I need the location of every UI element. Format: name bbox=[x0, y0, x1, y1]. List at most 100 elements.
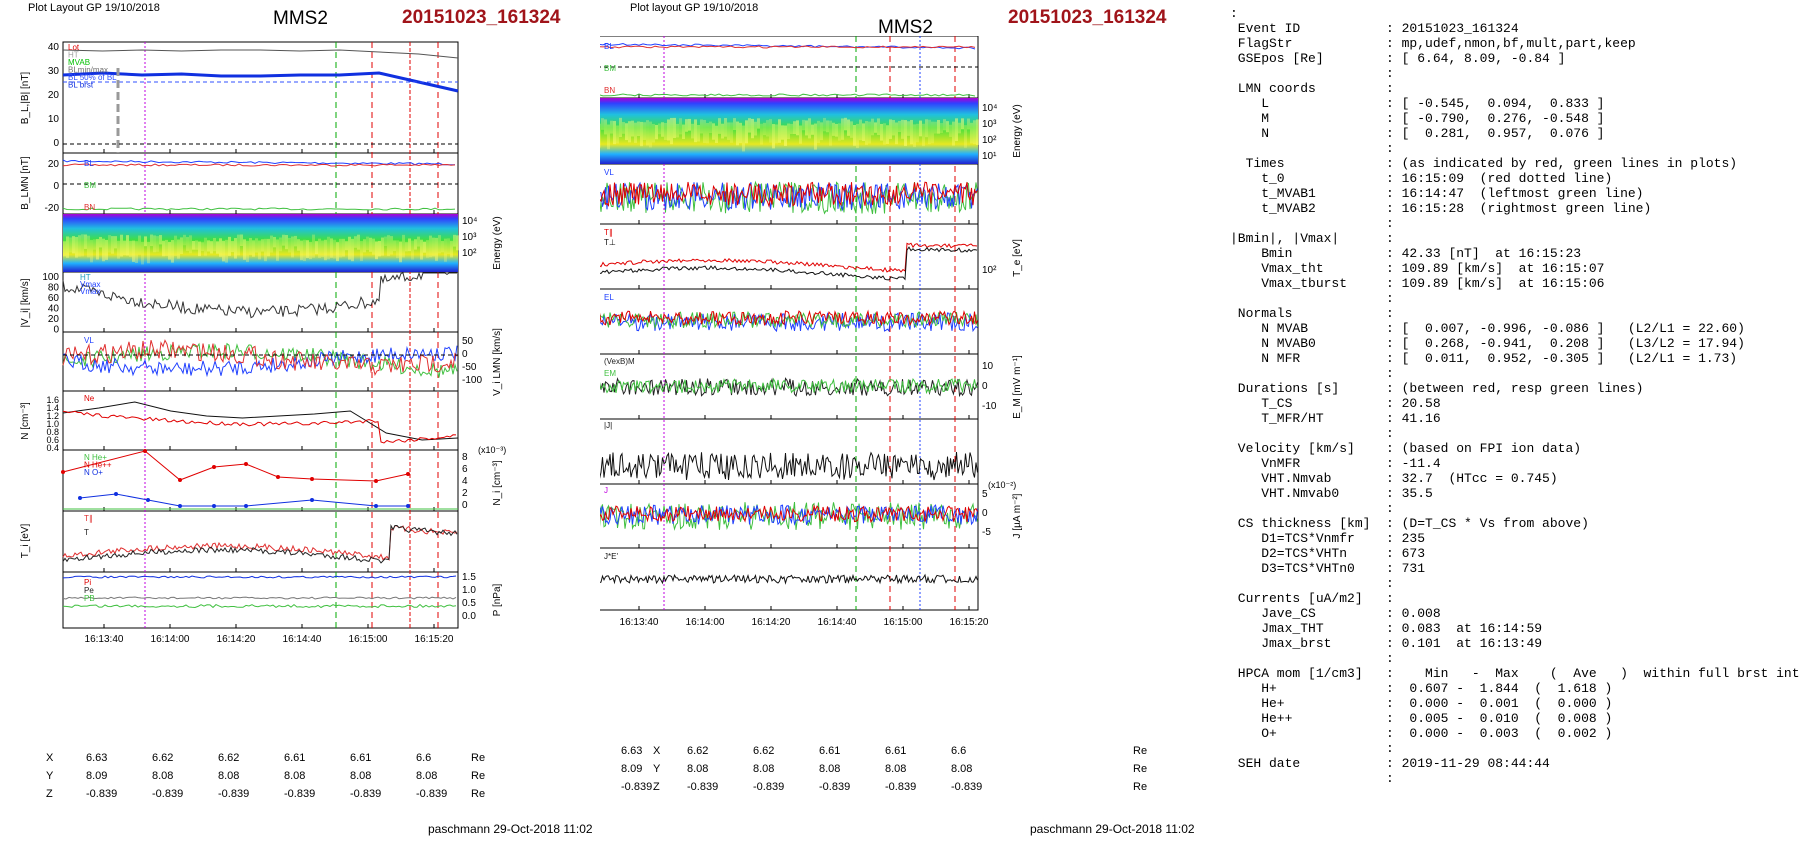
left-p1-legend-item: BL 50% of BL bbox=[68, 73, 117, 82]
mid-p2-spectrogram-cell bbox=[676, 123, 679, 138]
mid-p2-spectrogram-cell bbox=[814, 123, 817, 150]
left-p3-spectrogram-cell bbox=[240, 234, 243, 247]
mid-coord-value: -0.839 bbox=[687, 781, 719, 793]
left-p2-ytick: 0 bbox=[53, 181, 59, 192]
mid-coord-value: 8.08 bbox=[687, 763, 709, 775]
mid-p2-spectrogram-cell bbox=[946, 121, 949, 133]
mid-p2-spectrogram-cell bbox=[868, 121, 871, 144]
left-p3-spectrogram-cell bbox=[231, 241, 234, 253]
left-p3-spectrogram-cell bbox=[447, 238, 450, 255]
summary-key: T_CS bbox=[1230, 396, 1387, 411]
summary-key bbox=[1230, 771, 1386, 786]
mid-p2-spectrogram-cell bbox=[733, 118, 736, 131]
left-p9-pe-line bbox=[62, 596, 457, 600]
left-p3-spectrogram-cell bbox=[243, 239, 246, 260]
summary-value: : bbox=[1386, 591, 1394, 606]
mid-p2-spectrogram-cell bbox=[778, 119, 781, 143]
mid-p8-scale-note: (x10⁻²) bbox=[988, 480, 1016, 490]
left-p1-ytick: 10 bbox=[48, 114, 60, 125]
left-p1-legend-item: Lot bbox=[68, 43, 80, 52]
mid-p2-spectrogram-cell bbox=[781, 125, 784, 140]
left-p7-oplus-point bbox=[114, 492, 118, 496]
left-coord-value: 6.61 bbox=[350, 752, 372, 764]
mid-p2-spectrogram-cell bbox=[649, 121, 652, 148]
mid-p2-spectrogram-cell bbox=[937, 119, 940, 134]
summary-value: : bbox=[1386, 366, 1394, 381]
left-p3-spectrogram-cell bbox=[369, 237, 372, 252]
left-p7-heplusplus-point bbox=[143, 449, 147, 453]
summary-value: : 109.89 [km/s] at 16:15:06 bbox=[1386, 276, 1605, 291]
summary-line: Jmax_brst : 0.101 at 16:13:49 bbox=[1230, 636, 1542, 651]
summary-value: : bbox=[1386, 576, 1394, 591]
summary-key: Velocity [km/s] bbox=[1230, 441, 1387, 456]
left-p6-ni-line bbox=[62, 401, 459, 441]
left-p3-spectrogram-cell bbox=[402, 234, 405, 258]
left-p5-ytick: -50 bbox=[462, 362, 477, 373]
left-p3-spectrogram-cell bbox=[360, 241, 363, 262]
mid-p2-spectrogram-cell bbox=[967, 118, 970, 130]
left-p6-ytick: 0.8 bbox=[46, 427, 59, 437]
summary-key: N MVAB0 bbox=[1230, 336, 1387, 351]
left-p3-spectrogram-cell bbox=[207, 240, 210, 252]
summary-value: : 0.008 bbox=[1386, 606, 1441, 621]
left-p5-legend-item: VL bbox=[84, 336, 94, 345]
left-p1-legend-item: HT bbox=[68, 51, 79, 60]
left-p3-spectrogram-cell bbox=[228, 236, 231, 256]
left-p3-spectrogram-cell bbox=[69, 237, 72, 253]
left-p3-spectrogram-cell bbox=[144, 236, 147, 247]
left-p9-ylabel: P [nPa] bbox=[492, 583, 503, 616]
summary-key: Jmax_brst bbox=[1230, 636, 1387, 651]
left-p3-spectrogram-cell bbox=[201, 242, 204, 252]
middle-plot-spacecraft: MMS2 bbox=[878, 17, 933, 38]
mid-p2-spectrogram-cell bbox=[679, 118, 682, 135]
mid-p2-spectrogram-cell bbox=[688, 118, 691, 131]
summary-key: VHT.Nmvab bbox=[1230, 471, 1387, 486]
left-coord-value: 6.63 bbox=[86, 752, 108, 764]
mid-p2-spectrogram-cell bbox=[787, 123, 790, 140]
summary-value: : 0.000 - 0.003 ( 0.002 ) bbox=[1386, 726, 1613, 741]
mid-p2-spectrogram-cell bbox=[841, 118, 844, 140]
left-p3-spectrogram-cell bbox=[255, 238, 258, 253]
mid-p2-spectrogram-cell bbox=[964, 125, 967, 148]
left-p7-ytick: 2 bbox=[462, 488, 468, 499]
left-p3-spectrogram-cell bbox=[93, 239, 96, 250]
left-p3-spectrogram-cell bbox=[249, 237, 252, 255]
left-p4-legend-item: Vmax bbox=[80, 280, 100, 289]
left-p3-spectrogram-cell bbox=[279, 237, 282, 252]
summary-line: He+ : 0.000 - 0.001 ( 0.000 ) bbox=[1230, 696, 1612, 711]
summary-value: : bbox=[1386, 306, 1394, 321]
left-p3-spectrogram-cell bbox=[384, 236, 387, 247]
summary-key: D1=TCS*Vnmfr bbox=[1230, 531, 1387, 546]
summary-value: : 16:15:09 (red dotted line) bbox=[1386, 171, 1613, 186]
left-p3-spectrogram-cell bbox=[432, 237, 435, 257]
left-p5-vl-line bbox=[62, 345, 458, 378]
left-coord-value: 6.62 bbox=[152, 752, 174, 764]
mid-p2-spectrogram-cell bbox=[955, 118, 958, 142]
summary-key: Jave_CS bbox=[1230, 606, 1387, 621]
summary-key: : bbox=[1230, 6, 1238, 21]
summary-line: Normals : bbox=[1230, 306, 1394, 321]
left-p3-spectrogram-cell bbox=[219, 238, 222, 257]
summary-value: : [ 0.007, -0.996, -0.086 ] (L2/L1 = 22.… bbox=[1386, 321, 1745, 336]
mid-coord-value: 6.63 bbox=[621, 745, 643, 757]
mid-p1-bn-line bbox=[600, 45, 976, 49]
mid-p2-spectrogram-cell bbox=[664, 122, 667, 140]
left-p3-spectrogram-cell bbox=[261, 239, 264, 252]
summary-key: Times bbox=[1230, 156, 1387, 171]
summary-line: Vmax_tht : 109.89 [km/s] at 16:15:07 bbox=[1230, 261, 1604, 276]
left-p7-heplusplus-line bbox=[62, 450, 409, 482]
summary-key: Event ID bbox=[1230, 21, 1387, 36]
left-p3-spectrogram-cell bbox=[303, 239, 306, 262]
left-p3-spectrogram-cell bbox=[357, 234, 360, 250]
mid-p2-spectrogram-cell bbox=[904, 120, 907, 147]
summary-value: : [ 0.268, -0.941, 0.208 ] (L3/L2 = 17.9… bbox=[1386, 336, 1745, 351]
summary-value: : mp,udef,nmon,bf,mult,part,keep bbox=[1386, 36, 1636, 51]
summary-key: t_MVAB1 bbox=[1230, 186, 1387, 201]
left-p7-oplus-point bbox=[146, 498, 150, 502]
left-p7-heplusplus-point bbox=[374, 479, 378, 483]
mid-p2-spectrogram-cell bbox=[784, 125, 787, 146]
left-p3-ytick: 10⁴ bbox=[462, 216, 477, 227]
left-p2-bm-line bbox=[62, 207, 456, 211]
mid-p2-spectrogram-cell bbox=[850, 121, 853, 138]
mid-p2-spectrogram-cell bbox=[682, 124, 685, 140]
